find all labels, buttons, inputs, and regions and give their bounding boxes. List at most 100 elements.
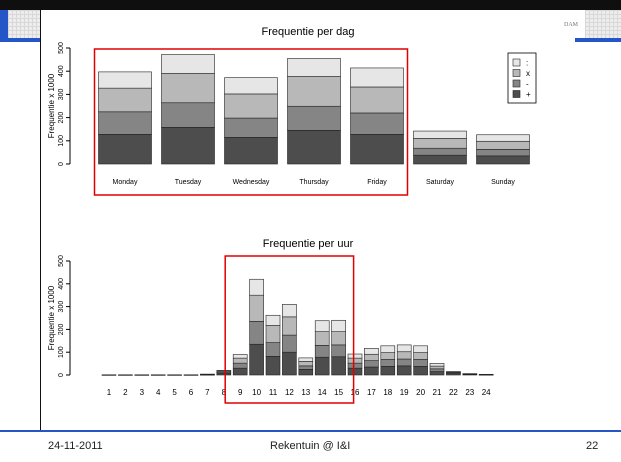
x-tick-label: 19: [400, 388, 409, 397]
bar-segment: [413, 147, 467, 156]
bar-segment: [265, 342, 281, 357]
x-tick-label: Saturday: [426, 179, 455, 186]
bar-segment: [314, 320, 330, 332]
bar-segment: [350, 112, 404, 135]
bar-segment: [413, 359, 428, 367]
bar-segment: [350, 67, 404, 88]
bar-segment: [476, 140, 530, 150]
bar-segment: [224, 117, 278, 138]
chart-title: Frequentie per dag: [262, 26, 355, 38]
bar-segment: [265, 356, 281, 376]
chart-title: Frequentie per uur: [263, 238, 354, 250]
bar-segment: [462, 373, 478, 375]
bar-segment: [282, 316, 297, 336]
x-tick-label: 21: [433, 388, 442, 397]
bar-segment: [429, 365, 445, 370]
x-tick-label: 18: [383, 388, 392, 397]
bar-segment: [396, 351, 412, 360]
x-tick-label: 22: [449, 388, 458, 397]
bar-segment: [364, 366, 379, 376]
bar-segment: [232, 367, 248, 376]
bar-segment: [249, 321, 264, 345]
bar-segment: [476, 149, 530, 157]
x-tick-label: Thursday: [299, 179, 329, 186]
y-tick-label: 100: [58, 135, 65, 147]
bar-segment: [314, 356, 330, 376]
x-tick-label: 8: [222, 388, 227, 397]
bar-segment: [161, 73, 215, 104]
y-axis-label: Frequentie x 1000: [47, 73, 56, 138]
legend-label: :: [526, 59, 528, 68]
bar-segment: [249, 294, 264, 322]
x-tick-label: 20: [416, 388, 425, 397]
bar-segment: [350, 86, 404, 114]
footer-title: Rekentuin @ I&I: [270, 440, 351, 452]
deco-strip-left: [0, 38, 40, 42]
deco-grid-left: [8, 10, 40, 38]
y-tick-label: 500: [58, 42, 65, 54]
bar-segment: [413, 345, 428, 353]
bar-segment: [224, 93, 278, 119]
x-tick-label: 5: [172, 388, 177, 397]
legend-label: +: [526, 90, 531, 99]
y-tick-label: 200: [58, 112, 65, 124]
bar-segment: [446, 371, 461, 373]
bar-segment: [413, 366, 428, 376]
bar-segment: [331, 356, 346, 376]
x-tick-label: 3: [140, 388, 145, 397]
bar-segment: [232, 357, 248, 364]
footer-rule: [0, 430, 621, 432]
x-tick-label: 13: [301, 388, 310, 397]
bar-segment: [232, 362, 248, 369]
x-tick-label: Monday: [113, 179, 138, 186]
y-tick-label: 300: [58, 301, 65, 313]
bar-segment: [200, 373, 215, 375]
bar-segment: [98, 134, 152, 165]
bar-segment: [98, 71, 152, 89]
bar-segment: [364, 353, 379, 361]
footer-date: 24-11-2011: [48, 440, 103, 452]
bar-segment: [298, 368, 314, 376]
y-axis-label: Frequentie x 1000: [47, 285, 56, 350]
y-tick-label: 400: [58, 65, 65, 77]
bar-segment: [287, 105, 341, 131]
y-tick-label: 0: [58, 373, 65, 377]
x-tick-label: 6: [189, 388, 194, 397]
bar-segment: [287, 58, 341, 77]
x-tick-label: 9: [238, 388, 243, 397]
legend-label: -: [526, 80, 529, 89]
bar-segment: [413, 130, 467, 139]
bar-segment: [232, 354, 248, 359]
x-tick-label: Wednesday: [233, 179, 270, 186]
legend-box: [507, 52, 537, 104]
bar-segment: [413, 154, 467, 165]
bar-segment: [331, 331, 346, 346]
bar-segment: [224, 137, 278, 165]
bar-segment: [298, 357, 314, 362]
page-number: 22: [586, 440, 599, 452]
top-bar: [0, 0, 621, 10]
x-tick-label: 23: [465, 388, 474, 397]
highlight-box: [224, 255, 355, 404]
bar-segment: [396, 358, 412, 367]
x-tick-label: 7: [205, 388, 210, 397]
bar-segment: [380, 352, 396, 360]
bar-segment: [476, 155, 530, 165]
x-tick-label: Sunday: [491, 179, 515, 186]
bar-segment: [476, 134, 530, 142]
bar-segment: [161, 102, 215, 128]
x-tick-label: 2: [123, 388, 128, 397]
deco-block-left: [0, 10, 8, 38]
x-tick-label: 24: [482, 388, 491, 397]
x-tick-label: 12: [285, 388, 294, 397]
highlight-box: [93, 48, 409, 196]
bar-segment: [331, 344, 346, 358]
bar-segment: [265, 325, 281, 343]
bar-segment: [413, 138, 467, 149]
left-rule: [40, 10, 41, 430]
bar-segment: [314, 331, 330, 346]
logo: DAM: [564, 22, 579, 28]
legend-label: x: [526, 69, 530, 78]
deco-strip-right: [575, 38, 621, 42]
